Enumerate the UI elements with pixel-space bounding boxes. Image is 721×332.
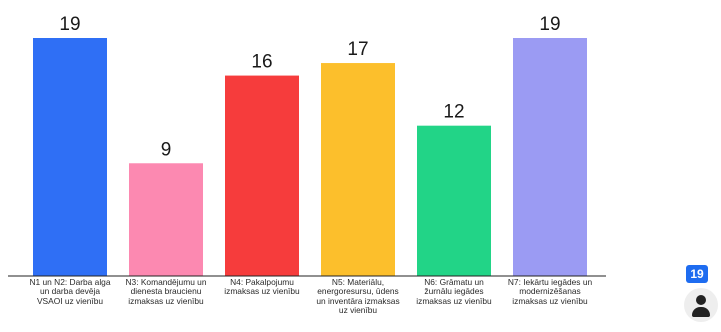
value-label-2: 9 [161,139,172,160]
bar-6 [513,38,587,276]
bars-group [33,38,587,277]
value-label-6: 19 [539,14,560,35]
bar-3 [225,75,299,276]
bar-5 [417,125,491,277]
value-labels-group: 19 9 16 17 12 19 [59,14,560,160]
value-label-5: 12 [443,102,464,123]
user-icon-body [692,307,710,317]
category-label-6: N7: Iekārtu iegādes un modernizēšanas iz… [507,278,593,306]
category-label-3: N4: Pakalpojumu izmaksas uz vienību [224,278,300,297]
bar-4 [321,63,395,277]
user-icon-head [696,295,706,305]
bar-1 [33,38,107,276]
bar-2 [129,163,203,276]
value-label-3: 16 [251,52,272,73]
category-label-4: N5: Materiālu, energoresursu, ūdens un i… [316,278,400,316]
category-label-1: N1 un N2: Darba alga un darba devēja VSA… [29,278,111,306]
category-label-5: N6: Grāmatu un žurnālu iegādes izmaksas … [416,278,492,306]
category-label-2: N3: Komandējumu un dienesta braucienu iz… [125,278,207,306]
value-label-4: 17 [347,39,368,60]
user-icon[interactable] [684,288,718,322]
count-badge[interactable]: 19 [686,265,708,283]
value-label-1: 19 [59,14,80,35]
